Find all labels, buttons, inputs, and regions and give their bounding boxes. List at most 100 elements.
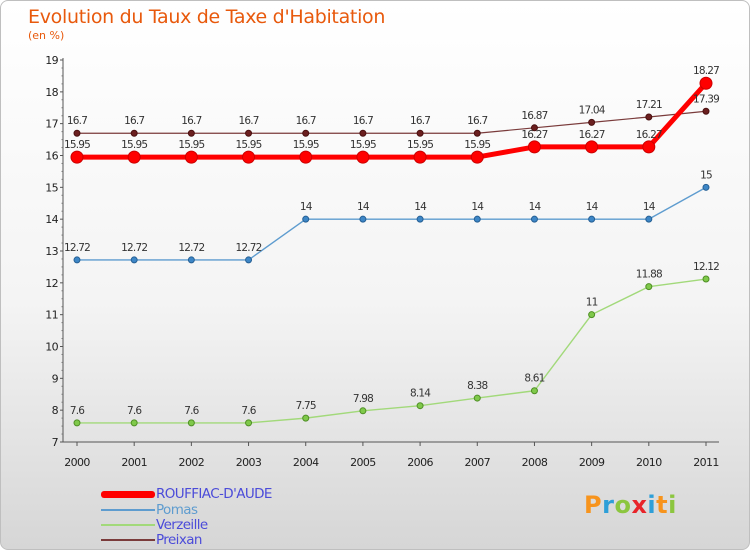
data-label: 18.27 [693,65,719,77]
x-tick-label: 2007 [464,456,490,469]
data-label: 17.39 [693,93,719,105]
data-labels: 7.6 7.6 7.6 7.6 7.75 7.98 8.14 8.38 8.61 11 11.88 1… [64,65,720,417]
data-label: 16.27 [521,129,547,141]
series-point-2 [73,419,81,427]
x-tick-label: 2008 [522,456,548,469]
y-tick-label: 13 [45,245,58,258]
y-tick-label: 9 [52,372,59,385]
tick-labels: 7 8 9 10 11 12 13 14 15 16 17 18 19 2000 2001 2002 2003 2… [45,54,719,469]
series-point-1 [473,215,481,223]
series-point-2 [302,414,310,422]
series-point-0 [242,150,256,164]
data-label: 7.6 [241,405,256,417]
data-label: 15.95 [236,139,262,151]
legend-swatch-preixan [101,539,155,541]
y-tick-label: 15 [45,181,58,194]
data-label: 16.7 [124,115,144,127]
proxiti-logo: Proxiti [584,491,677,519]
x-tick-label: 2001 [121,456,147,469]
data-label: 12.72 [64,242,90,254]
series-point-0 [127,150,141,164]
data-label: 15.95 [464,139,490,151]
legend-label-verzeille: Verzeille [156,517,208,533]
legend-label-rouffiac: ROUFFIAC-D'AUDE [156,486,272,502]
series-point-1 [187,256,195,264]
legend-swatch-pomas [101,509,155,511]
x-tick-label: 2009 [579,456,605,469]
series-point-3 [130,129,138,137]
y-tick-label: 17 [45,118,58,131]
data-label: 7.98 [353,393,373,405]
series-point-1 [530,215,538,223]
data-label: 16.87 [521,110,547,122]
y-tick-label: 16 [45,150,58,163]
logo-letter: i [668,491,677,519]
series-point-0 [299,150,313,164]
series-point-0 [184,150,198,164]
x-tick-label: 2010 [636,456,662,469]
series-point-3 [302,129,310,137]
data-label: 16.7 [410,115,430,127]
series-point-2 [645,283,653,291]
series-point-2 [473,394,481,402]
data-label: 16.27 [636,129,662,141]
series-line-3 [77,110,707,134]
series-point-1 [302,215,310,223]
y-tick-label: 12 [45,277,58,290]
x-tick-label: 2002 [179,456,205,469]
data-label: 16.7 [67,115,87,127]
data-label: 12.12 [693,261,719,273]
data-label: 11 [586,297,598,309]
y-tick-label: 18 [45,86,58,99]
x-tick-label: 2006 [407,456,433,469]
series-point-3 [359,129,367,137]
series-point-3 [187,129,195,137]
series-point-1 [130,256,138,264]
data-label: 16.7 [238,115,258,127]
data-label: 7.6 [184,405,199,417]
unit-label: (en %) [28,29,65,42]
data-label: 8.14 [410,388,431,400]
data-label: 8.61 [524,373,544,385]
y-tick-label: 10 [45,341,58,354]
x-tick-label: 2003 [236,456,262,469]
series-point-3 [416,129,424,137]
logo-letter: t [656,491,669,519]
data-label: 17.21 [636,99,662,111]
series-point-0 [642,140,656,154]
series-point-2 [245,419,253,427]
legend-label-preixan: Preixan [156,532,202,548]
series-point-1 [702,183,710,191]
data-label: 14 [357,201,370,213]
data-label: 16.7 [181,115,201,127]
axes [60,58,719,446]
data-label: 12.72 [178,242,204,254]
chart-title: Evolution du Taux de Taxe d'Habitation [28,6,386,28]
logo-letter: r [602,491,615,519]
series-point-3 [473,129,481,137]
data-label: 16.7 [353,115,373,127]
data-label: 7.75 [296,400,316,412]
series-line-1 [77,186,707,261]
series-point-1 [588,215,596,223]
series-point-1 [245,256,253,264]
series-point-3 [702,107,710,115]
series-point-3 [530,124,538,132]
series-point-3 [245,129,253,137]
logo-letter: P [584,491,603,519]
legend-swatch-verzeille [101,524,155,526]
series-point-0 [527,140,541,154]
data-label: 15.95 [293,139,319,151]
series-point-2 [588,311,596,319]
series-point-3 [645,113,653,121]
series-point-2 [416,402,424,410]
data-label: 15.95 [178,139,204,151]
data-label: 16.27 [579,129,605,141]
series-point-2 [530,387,538,395]
series-point-3 [73,129,81,137]
series-point-2 [130,419,138,427]
y-tick-label: 19 [45,54,58,67]
series-line-2 [77,278,707,424]
